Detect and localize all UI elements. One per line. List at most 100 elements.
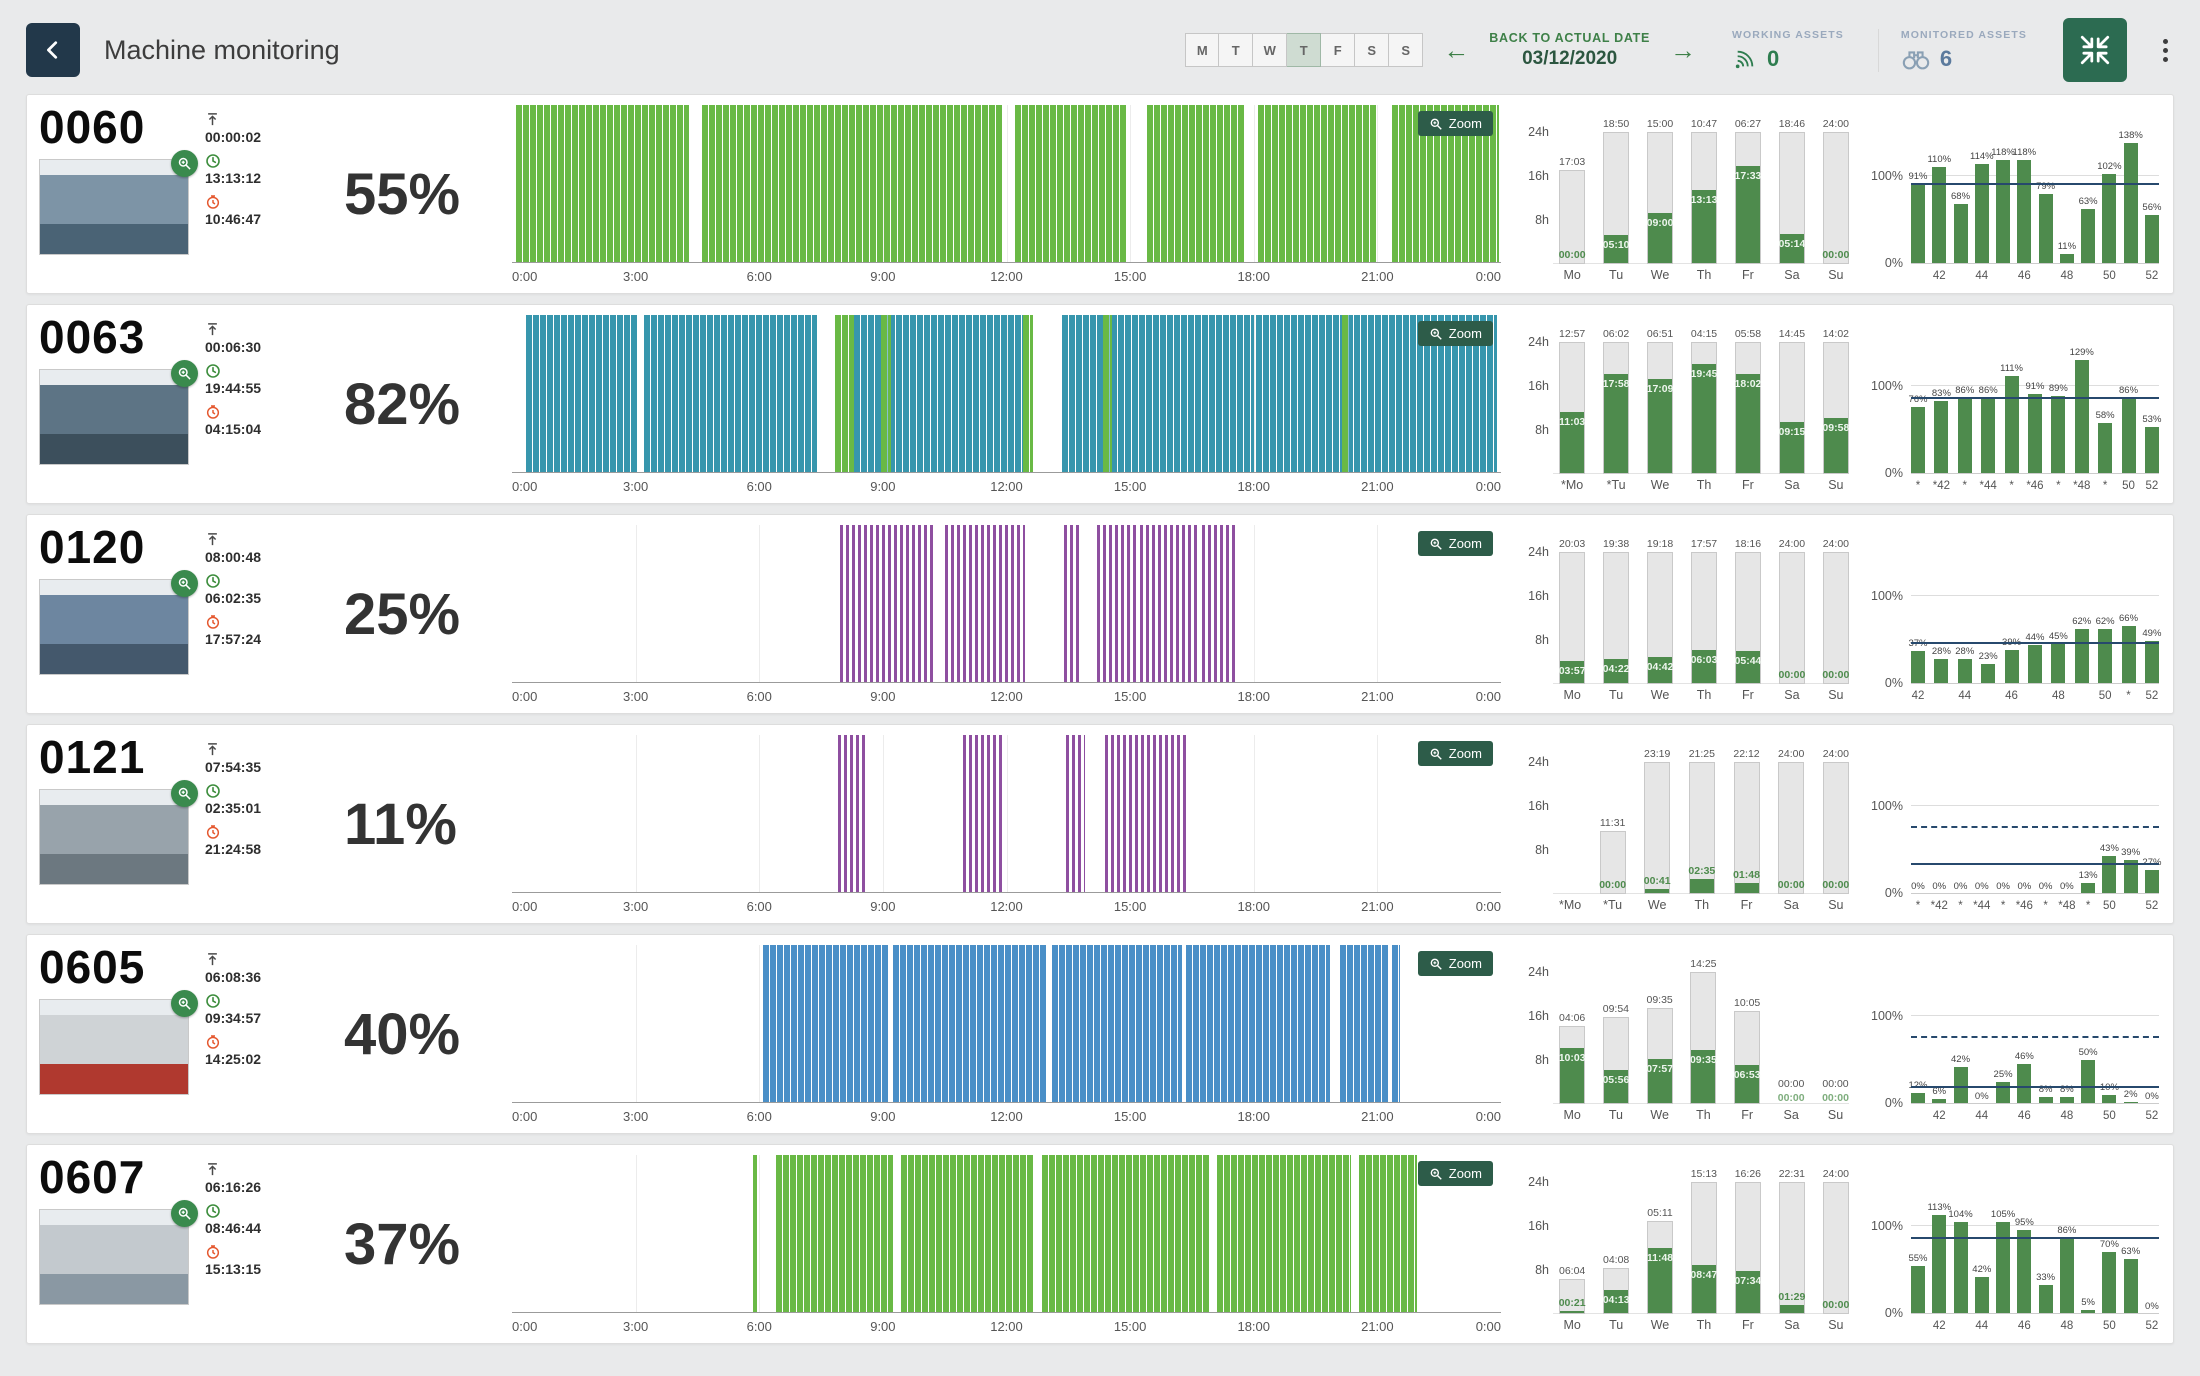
daily-bar-fill <box>1691 1265 1716 1313</box>
weekly-tick-label: 50 <box>2102 900 2116 912</box>
weekly-bars: 12% 6% 42 42% 0% 44 25% 46% 46 8% 8% 48 50% 10% 50 2% 0%… <box>1908 946 2159 1124</box>
timeline-zoom-button[interactable]: Zoom <box>1417 951 1493 976</box>
photo-zoom-icon[interactable] <box>171 1200 198 1228</box>
weekly-chart-area: 100% 0% 12% 6% 42 42% 0% 44 25% 46% 46 8% 8% 48 50% 10%… <box>1861 946 2161 1124</box>
photo-zoom-icon[interactable] <box>171 780 198 808</box>
zoom-button-label: Zoom <box>1448 326 1482 341</box>
daily-bar-column: 15:00 09:00 We <box>1647 110 1674 284</box>
photo-zoom-icon[interactable] <box>171 150 198 178</box>
weekly-100-gridline <box>1911 595 2159 596</box>
daily-total-label: 06:51 <box>1646 328 1674 340</box>
weekly-bar-column: 46% 46 <box>2015 946 2034 1124</box>
photo-zoom-icon[interactable] <box>171 360 198 388</box>
weekly-bar <box>2081 1310 2096 1314</box>
daily-day-label: Tu <box>1609 688 1624 702</box>
daily-total-label: 14:45 <box>1778 328 1806 340</box>
photo-zoom-icon[interactable] <box>171 990 198 1018</box>
daily-total-label: 04:08 <box>1603 1254 1630 1266</box>
weekly-chart-area: 100% 0% 37% 42 28% 28% 44 23% 39% 46 44% 45% 48 62% 62… <box>1861 526 2161 704</box>
timeline-activity-segment <box>1022 315 1034 472</box>
daily-bar-fill <box>1734 883 1759 893</box>
daily-run-label: 01:48 <box>1733 869 1760 881</box>
machine-photo[interactable] <box>39 570 198 676</box>
weekly-bar-column: 63% <box>2079 106 2098 284</box>
date-nav[interactable]: BACK TO ACTUAL DATE 03/12/2020 <box>1489 31 1650 70</box>
stop-time-icon <box>205 1244 261 1260</box>
weekly-bar-column: 102% 50 <box>2097 106 2121 284</box>
daily-run-label: 01:29 <box>1778 1291 1806 1303</box>
weekly-bar-column: 42% <box>1951 946 1970 1124</box>
weekly-value-label: 118% <box>2012 147 2037 158</box>
timeline-gridline <box>635 525 637 682</box>
daily-bar-fill <box>1648 379 1673 473</box>
weekly-value-label: 0% <box>1996 881 2010 892</box>
next-day-button[interactable]: → <box>1670 35 1697 65</box>
timeline-activity-segment <box>1041 1155 1211 1312</box>
machine-photo[interactable] <box>39 780 198 886</box>
timeline-axis-label: 0:00 <box>1475 1109 1501 1124</box>
daily-day-label: Su <box>1828 268 1844 282</box>
run-time: 13:13:12 <box>205 170 262 186</box>
timeline-zoom-button[interactable]: Zoom <box>1417 1161 1493 1186</box>
weekly-tick-label: 46 <box>2017 270 2031 282</box>
daily-axis-label: 24h <box>1528 545 1549 559</box>
machine-id: 0121 <box>39 731 146 783</box>
daily-day-label: Sa <box>1784 688 1800 702</box>
timeline-zoom-button[interactable]: Zoom <box>1417 111 1493 136</box>
weekly-bar-column: 129% *48 <box>2070 316 2094 494</box>
back-button[interactable] <box>26 23 80 77</box>
daily-run-label: 00:00 <box>1822 1299 1850 1311</box>
weekly-bar-column: 0% * <box>1996 736 2010 914</box>
machine-photo[interactable] <box>39 150 198 256</box>
weekly-bar <box>1981 664 1996 684</box>
daily-run-label: 00:00 <box>1822 669 1850 681</box>
timeline-gridline <box>1377 525 1379 682</box>
timeline-axis-label: 18:00 <box>1237 1319 1271 1334</box>
daily-total-label: 24:00 <box>1778 538 1806 550</box>
timeline-zoom-button[interactable]: Zoom <box>1417 321 1493 346</box>
weekday-button-5[interactable]: S <box>1355 33 1390 67</box>
weekly-value-label: 102% <box>2097 161 2122 172</box>
prev-day-button[interactable]: ← <box>1443 35 1470 65</box>
weekday-button-2[interactable]: W <box>1253 33 1288 67</box>
daily-total-label: 09:35 <box>1646 994 1673 1006</box>
daily-bar-column: 24:00 00:00 Su <box>1822 530 1850 704</box>
timeline-activity-segment <box>1185 945 1330 1102</box>
weekday-button-1[interactable]: T <box>1219 33 1254 67</box>
weekly-value-label: 39% <box>2121 847 2141 858</box>
timeline-zoom-button[interactable]: Zoom <box>1417 531 1493 556</box>
daily-bar-column: 18:46 05:14 Sa <box>1778 110 1805 284</box>
weekly-bar <box>1932 167 1947 264</box>
daily-total-label: 10:47 <box>1690 118 1718 130</box>
weekly-tick-label: 52 <box>2145 270 2159 282</box>
weekday-button-4[interactable]: F <box>1321 33 1356 67</box>
daily-run-label: 00:00 <box>1778 669 1806 681</box>
overflow-menu-button[interactable] <box>2157 31 2174 70</box>
machine-photo[interactable] <box>39 360 198 466</box>
weekly-axis-label: 0% <box>1884 466 1903 480</box>
machine-photo[interactable] <box>39 990 198 1096</box>
daily-bar-column: 24:00 00:00 Su <box>1822 740 1849 914</box>
timeline-axis-label: 21:00 <box>1361 1319 1394 1334</box>
timeline-zoom-button[interactable]: Zoom <box>1417 741 1493 766</box>
weekday-button-6[interactable]: S <box>1389 33 1424 67</box>
timeline-activity-segment <box>1140 525 1199 682</box>
daily-hours-chart: 24h 16h 8h *Mo 11:31 00:00 *Tu 23:19 00:41 We 21:2… <box>1511 733 1851 915</box>
daily-bar-column: 05:11 11:48 We <box>1647 1160 1673 1334</box>
working-assets-label: WORKING ASSETS <box>1732 28 1844 41</box>
daily-bar: 09:58 <box>1822 342 1849 474</box>
timeline-activity-segment <box>763 945 890 1102</box>
machine-photo[interactable] <box>39 1200 198 1306</box>
daily-run-label: 00:00 <box>1777 1092 1805 1104</box>
weekly-bar <box>2027 645 2042 684</box>
daily-total-label: 18:16 <box>1734 538 1762 550</box>
photo-zoom-icon[interactable] <box>171 570 198 598</box>
weekly-bar-column: 111% * <box>2000 316 2023 494</box>
daily-total-label: 24:00 <box>1822 1168 1849 1180</box>
weekly-tick-label: 50 <box>2122 480 2135 492</box>
weekday-button-3[interactable]: T <box>1287 33 1322 67</box>
daily-day-label: Sa <box>1783 1108 1799 1122</box>
back-to-actual-date-label[interactable]: BACK TO ACTUAL DATE <box>1489 30 1651 45</box>
weekday-button-0[interactable]: M <box>1185 33 1220 67</box>
collapse-button[interactable] <box>2063 18 2127 82</box>
